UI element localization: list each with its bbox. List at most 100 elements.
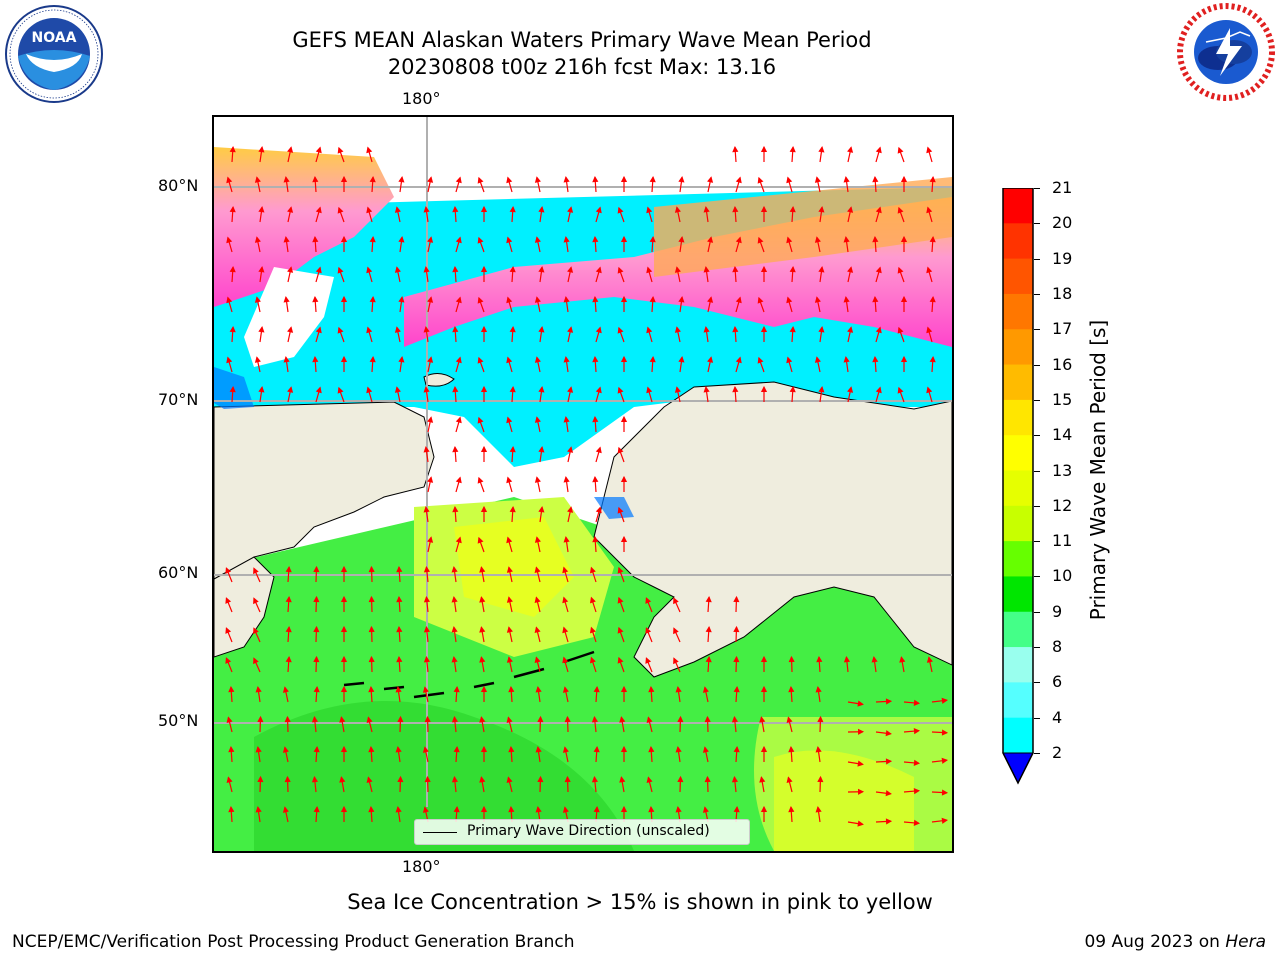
wave-arrow-head bbox=[857, 728, 865, 735]
wave-arrow-head bbox=[620, 295, 628, 302]
wave-arrow-head bbox=[537, 775, 544, 783]
wave-arrow-head bbox=[506, 176, 513, 184]
wave-arrow-head bbox=[929, 295, 936, 303]
wave-arrow-head bbox=[786, 176, 793, 184]
wave-arrow-head bbox=[757, 356, 764, 364]
colorbar-tick-mark bbox=[1034, 717, 1040, 719]
wave-arrow-head bbox=[847, 206, 854, 213]
wave-arrow-head bbox=[592, 175, 599, 183]
wave-arrow-head bbox=[226, 296, 233, 304]
wave-arrow-head bbox=[424, 715, 431, 723]
wave-arrow-head bbox=[427, 296, 434, 303]
wave-arrow-head bbox=[451, 656, 458, 663]
wave-arrow-head bbox=[395, 686, 402, 693]
wave-arrow-head bbox=[702, 686, 709, 693]
wave-arrow-head bbox=[678, 236, 685, 243]
wave-arrow-head bbox=[733, 655, 740, 663]
wave-arrow-head bbox=[926, 386, 933, 394]
colorbar-tick-label: 17 bbox=[1052, 319, 1073, 339]
wave-arrow-head bbox=[396, 625, 403, 633]
wave-arrow-head bbox=[538, 326, 545, 333]
wave-arrow-head bbox=[875, 146, 882, 154]
wave-arrow-head bbox=[340, 595, 348, 602]
wave-arrow-head bbox=[760, 745, 768, 752]
footer-host: Hera bbox=[1225, 932, 1266, 952]
wave-arrow-head bbox=[229, 325, 236, 333]
wave-arrow-head bbox=[646, 206, 653, 214]
wave-arrow-head bbox=[617, 206, 624, 214]
wave-arrow-head bbox=[283, 296, 290, 303]
wave-arrow-head bbox=[394, 206, 401, 213]
wave-arrow-head bbox=[315, 326, 322, 334]
wave-arrow-head bbox=[508, 685, 515, 693]
aleutian-islands bbox=[343, 650, 595, 699]
colorbar-tick-mark bbox=[1034, 435, 1040, 437]
wave-arrow-head bbox=[284, 715, 291, 723]
wave-arrow-head bbox=[285, 625, 292, 633]
wave-arrow-head bbox=[451, 626, 458, 633]
wave-arrow-head bbox=[535, 746, 542, 753]
wave-arrow-head bbox=[315, 386, 322, 394]
wave-arrow-head bbox=[538, 266, 545, 273]
wave-arrow-head bbox=[394, 386, 401, 393]
wave-arrow-head bbox=[617, 506, 624, 514]
wave-arrow-head bbox=[941, 697, 948, 704]
wave-arrow-head bbox=[815, 686, 822, 693]
wave-arrow-head bbox=[875, 266, 882, 274]
wave-arrow-head bbox=[732, 265, 739, 273]
wave-arrow-head bbox=[394, 326, 401, 333]
wave-arrow-head bbox=[646, 326, 653, 334]
wave-arrow-head bbox=[396, 565, 403, 573]
colorbar-tick-mark bbox=[1034, 682, 1040, 684]
wave-arrow-head bbox=[620, 175, 628, 182]
wave-arrow-head bbox=[760, 685, 768, 692]
wave-arrow-head bbox=[477, 296, 484, 304]
wave-arrow-head bbox=[760, 265, 768, 272]
wave-arrow-head bbox=[228, 745, 235, 753]
colorbar-band bbox=[1003, 188, 1033, 224]
colorbar-tick-label: 16 bbox=[1052, 354, 1073, 374]
wave-arrow-head bbox=[313, 805, 320, 813]
wave-arrow-head bbox=[875, 326, 882, 334]
wave-arrow-head bbox=[757, 236, 764, 244]
wave-arrow-head bbox=[589, 596, 596, 604]
wave-arrow-head bbox=[311, 775, 319, 783]
wave-arrow-head bbox=[534, 476, 541, 483]
colorbar-tick-label: 14 bbox=[1052, 425, 1073, 445]
wave-arrow-head bbox=[538, 206, 545, 213]
wave-arrow-head bbox=[258, 326, 265, 333]
wave-arrow-head bbox=[538, 446, 545, 453]
wave-arrow-head bbox=[313, 565, 320, 573]
lon-label-bottom: 180° bbox=[402, 857, 441, 876]
wave-arrow-head bbox=[885, 818, 893, 825]
wave-arrow-head bbox=[337, 146, 344, 154]
wave-arrow-head bbox=[562, 656, 569, 664]
wave-arrow-head bbox=[567, 506, 574, 513]
wave-arrow-head bbox=[369, 175, 376, 183]
wave-arrow-head bbox=[226, 716, 233, 723]
wave-arrow-head bbox=[843, 236, 850, 243]
wave-arrow-head bbox=[617, 566, 624, 574]
wave-arrow-head bbox=[815, 746, 822, 753]
wave-arrow-head bbox=[509, 325, 516, 333]
wave-arrow-head bbox=[620, 235, 628, 242]
wave-arrow-head bbox=[872, 355, 879, 363]
wave-arrow-head bbox=[620, 355, 628, 362]
wave-arrow-head bbox=[258, 266, 265, 273]
wave-arrow-head bbox=[312, 235, 319, 243]
wave-arrow-head bbox=[480, 265, 488, 272]
colorbar-tick-label: 9 bbox=[1052, 601, 1063, 621]
wave-arrow-head bbox=[649, 355, 656, 363]
wave-arrow-head bbox=[477, 236, 484, 244]
wave-arrow-head bbox=[340, 685, 348, 692]
wave-arrow-head bbox=[595, 386, 602, 394]
wave-arrow-head bbox=[786, 356, 793, 364]
wave-arrow-head bbox=[423, 386, 430, 393]
wave-arrow-head bbox=[648, 745, 655, 753]
colorbar bbox=[1002, 187, 1034, 788]
wave-arrow-head bbox=[337, 326, 344, 334]
wave-arrow-head bbox=[423, 446, 430, 453]
wave-arrow-head bbox=[535, 806, 542, 813]
wave-arrow-head bbox=[648, 685, 655, 693]
wave-arrow-head bbox=[786, 236, 793, 244]
